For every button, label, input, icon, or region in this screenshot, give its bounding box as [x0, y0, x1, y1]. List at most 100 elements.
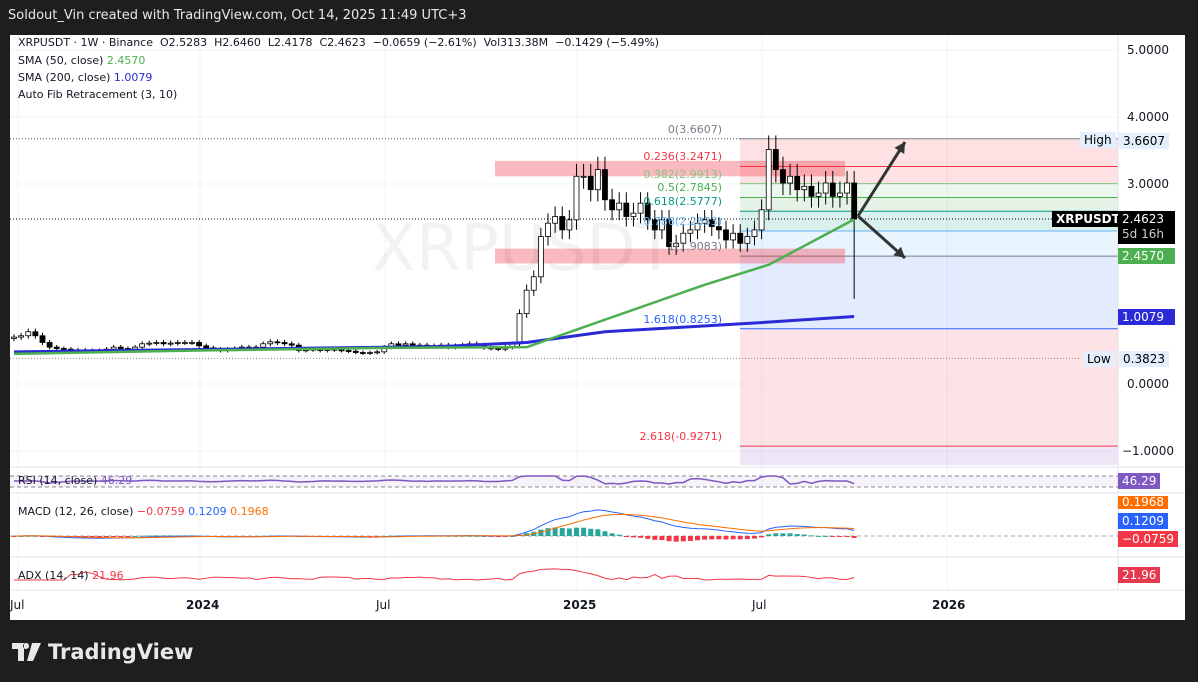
macd-histogram-bar — [766, 534, 772, 536]
time-tick: 2024 — [186, 598, 220, 612]
candle — [594, 169, 601, 191]
macd-histogram-bar — [730, 536, 736, 540]
macd-histogram-bar — [794, 534, 800, 536]
time-tick: 2025 — [563, 598, 597, 612]
tradingview-logo[interactable]: TradingView — [12, 640, 193, 664]
symbol-legend: XRPUSDT · 1W · Binance O2.5283 H2.6460 L… — [18, 36, 659, 49]
candle — [359, 352, 366, 354]
candle — [609, 199, 615, 211]
candle — [153, 342, 160, 344]
candle — [758, 209, 765, 231]
candle — [367, 352, 373, 354]
time-tick: 2026 — [932, 598, 966, 612]
macd-histogram-bar — [573, 527, 579, 536]
macd-histogram-bar — [545, 528, 551, 536]
symbol-info[interactable]: XRPUSDT · 1W · Binance — [18, 36, 153, 49]
macd-histogram-bar — [11, 536, 17, 537]
candle — [659, 219, 665, 231]
sma200-legend[interactable]: SMA (200, close) 1.0079 — [18, 71, 152, 84]
candle — [18, 335, 25, 338]
candle — [11, 336, 17, 339]
macd-histogram-bar — [673, 536, 679, 542]
fib-level-label: 2.618(-0.9271) — [639, 430, 722, 444]
macd-histogram-bar — [659, 536, 665, 541]
fib-level-label: 0.5(2.7845) — [657, 181, 722, 195]
volume-change: −0.1429 (−5.49%) — [555, 36, 660, 49]
time-tick: Jul — [376, 598, 391, 612]
macd-histogram-bar — [773, 533, 779, 536]
adx-tag: 21.96 — [1118, 567, 1161, 583]
macd-histogram-bar — [502, 536, 508, 537]
fib-legend[interactable]: Auto Fib Retracement (3, 10) — [18, 88, 177, 101]
macd-histogram-bar — [687, 536, 693, 541]
candle — [46, 342, 53, 348]
candle — [203, 345, 210, 349]
candle — [815, 192, 822, 197]
macd-histogram-bar — [495, 536, 501, 537]
candle — [25, 331, 32, 337]
macd-histogram-bar — [737, 536, 743, 540]
macd-signal-tag: 0.1968 — [1118, 496, 1168, 509]
macd-signal-line — [13, 513, 855, 539]
macd-tag: 0.1209 — [1118, 513, 1168, 529]
fib-level-label: 0.382(2.9913) — [643, 167, 722, 181]
fib-zone — [740, 138, 1118, 167]
macd-histogram-bar — [702, 536, 708, 540]
macd-histogram-bar — [723, 536, 729, 540]
candle — [267, 341, 274, 345]
high-value: H2.6460 — [214, 36, 261, 49]
fib-level-label: 0(3.6607) — [667, 122, 722, 136]
open-value: O2.5283 — [160, 36, 208, 49]
price-tick: −1.0000 — [1122, 444, 1175, 458]
macd-histogram-bar — [118, 536, 124, 537]
candle — [723, 229, 729, 241]
price-tick: 4.0000 — [1127, 110, 1169, 124]
candle — [196, 342, 203, 347]
rsi-label: RSI (14, close) — [18, 474, 98, 487]
candle — [780, 169, 786, 184]
macd-histogram-bar — [680, 536, 686, 542]
adx-value: 21.96 — [92, 569, 124, 582]
macd-histogram-bar — [538, 529, 544, 536]
rsi-band — [10, 476, 1118, 487]
fib-level-label: 0.618(2.5777) — [643, 195, 722, 209]
right-frame — [1185, 35, 1198, 620]
macd-histogram-bar — [787, 533, 793, 536]
macd-hist-value: −0.0759 — [136, 505, 185, 518]
fib-high-value: 3.6607 — [1119, 133, 1169, 149]
candle — [573, 175, 580, 221]
macd-histogram-bar — [161, 535, 167, 537]
brand-name: TradingView — [48, 640, 194, 664]
macd-histogram-bar — [823, 535, 829, 537]
adx-label: ADX (14, 14) — [18, 569, 89, 582]
candle — [623, 202, 630, 217]
volume-value: Vol313.38M — [483, 36, 549, 49]
sma50-legend[interactable]: SMA (50, close) 2.4570 — [18, 54, 145, 67]
macd-legend[interactable]: MACD (12, 26, close) −0.0759 0.1209 0.19… — [18, 505, 269, 518]
rsi-tag: 46.29 — [1118, 473, 1161, 489]
rsi-legend[interactable]: RSI (14, close) 46.29 — [18, 474, 132, 487]
candle — [829, 182, 836, 197]
macd-histogram-bar — [709, 536, 715, 540]
macd-histogram-bar — [602, 531, 608, 536]
macd-histogram-bar — [559, 528, 565, 536]
rsi-line — [14, 475, 855, 485]
adx-legend[interactable]: ADX (14, 14) 21.96 — [18, 569, 124, 582]
candle — [737, 232, 744, 244]
candle — [851, 182, 858, 220]
candle — [730, 232, 737, 241]
fib-zone — [740, 166, 1118, 184]
macd-histogram-bar — [716, 536, 722, 540]
candle — [181, 342, 188, 344]
up-arrow-head — [894, 142, 905, 154]
macd-histogram-bar — [744, 536, 750, 540]
candle — [117, 346, 124, 349]
macd-histogram-bar — [509, 535, 515, 537]
candle — [822, 182, 829, 194]
candle — [495, 348, 502, 350]
macd-histogram-bar — [816, 535, 822, 537]
candle — [352, 350, 359, 353]
candle — [616, 202, 623, 211]
candle — [708, 219, 715, 227]
